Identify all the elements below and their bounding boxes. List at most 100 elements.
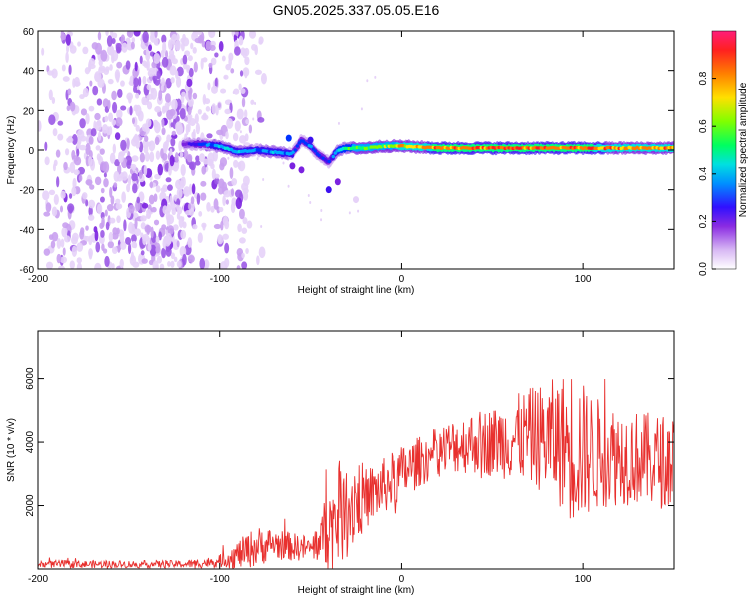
noise-speckle xyxy=(98,65,106,72)
noise-speckle xyxy=(42,190,50,201)
noise-speckle xyxy=(202,57,208,63)
noise-speckle xyxy=(374,75,377,79)
noise-speckle xyxy=(85,113,90,125)
noise-speckle xyxy=(111,246,118,254)
noise-speckle xyxy=(154,31,158,39)
snr-plot-area xyxy=(38,331,674,569)
noise-speckle xyxy=(112,143,117,154)
noise-speckle xyxy=(194,37,202,44)
noise-speckle xyxy=(106,35,113,47)
noise-speckle xyxy=(102,248,108,254)
noise-speckle xyxy=(71,186,77,197)
noise-speckle xyxy=(192,92,198,100)
noise-speckle xyxy=(222,195,226,207)
noise-speckle xyxy=(115,203,122,210)
noise-speckle xyxy=(134,61,138,72)
noise-speckle xyxy=(133,85,138,93)
noise-speckle xyxy=(161,247,166,259)
signal-blob xyxy=(325,186,332,194)
noise-speckle xyxy=(214,77,218,89)
noise-speckle xyxy=(71,133,78,145)
noise-speckle xyxy=(71,149,76,160)
noise-speckle xyxy=(208,31,216,39)
noise-speckle xyxy=(153,219,160,226)
noise-speckle xyxy=(198,211,203,217)
noise-speckle xyxy=(88,136,94,145)
noise-speckle xyxy=(218,41,224,52)
noise-speckle xyxy=(242,217,248,225)
noise-speckle xyxy=(199,153,205,163)
signal-blob xyxy=(285,134,292,142)
noise-speckle xyxy=(121,42,128,53)
noise-speckle xyxy=(62,76,70,82)
noise-speckle xyxy=(144,224,152,233)
noise-speckle xyxy=(110,195,115,206)
noise-speckle xyxy=(44,141,48,152)
noise-speckle xyxy=(187,254,195,263)
noise-speckle xyxy=(43,248,51,256)
noise-speckle xyxy=(109,152,116,164)
noise-speckle xyxy=(154,173,161,180)
noise-speckle xyxy=(131,155,139,162)
noise-speckle xyxy=(85,199,89,207)
noise-speckle xyxy=(206,133,213,139)
noise-speckle xyxy=(187,121,191,133)
noise-speckle xyxy=(148,140,156,152)
noise-speckle xyxy=(127,174,132,186)
noise-speckle xyxy=(107,241,114,249)
noise-speckle xyxy=(161,127,166,136)
noise-speckle xyxy=(88,199,96,209)
noise-speckle xyxy=(79,144,87,151)
noise-speckle xyxy=(222,215,229,227)
noise-speckle xyxy=(113,171,120,182)
noise-speckle xyxy=(152,75,158,81)
noise-speckle xyxy=(48,114,56,126)
noise-speckle xyxy=(125,237,132,245)
noise-speckle xyxy=(191,183,196,195)
noise-speckle xyxy=(82,46,89,55)
signal-core xyxy=(671,145,674,150)
noise-speckle xyxy=(231,177,238,186)
noise-speckle xyxy=(238,83,242,91)
noise-speckle xyxy=(238,35,244,46)
noise-speckle xyxy=(112,101,118,114)
noise-speckle xyxy=(176,212,181,220)
noise-speckle xyxy=(181,91,186,97)
noise-speckle xyxy=(102,98,109,108)
noise-speckle xyxy=(131,117,136,125)
noise-speckle xyxy=(239,237,246,244)
noise-speckle xyxy=(244,56,250,66)
noise-speckle xyxy=(166,203,172,214)
noise-speckle xyxy=(116,109,123,119)
noise-speckle xyxy=(176,66,184,77)
noise-speckle xyxy=(191,131,196,139)
noise-speckle xyxy=(138,76,142,87)
noise-speckle xyxy=(213,223,222,229)
noise-speckle xyxy=(176,187,183,199)
noise-speckle xyxy=(79,94,85,100)
noise-speckle xyxy=(153,37,159,45)
noise-speckle xyxy=(88,58,96,66)
noise-speckle xyxy=(44,156,50,166)
noise-speckle xyxy=(186,153,193,163)
noise-speckle xyxy=(162,153,168,161)
noise-speckle xyxy=(60,190,66,199)
noise-speckle xyxy=(87,214,95,221)
noise-speckle xyxy=(201,114,209,121)
noise-speckle xyxy=(88,105,95,112)
noise-speckle xyxy=(146,84,152,91)
noise-speckle xyxy=(200,180,207,187)
noise-speckle xyxy=(244,109,248,119)
noise-speckle xyxy=(256,157,259,161)
noise-speckle xyxy=(103,68,110,75)
noise-speckle xyxy=(94,42,103,55)
noise-speckle xyxy=(57,120,64,126)
noise-speckle xyxy=(188,162,195,170)
noise-speckle xyxy=(52,128,58,137)
noise-speckle xyxy=(171,98,178,111)
noise-speckle xyxy=(133,77,139,88)
noise-speckle xyxy=(187,237,193,248)
snr-series-line xyxy=(38,378,674,569)
noise-speckle xyxy=(113,182,118,188)
noise-speckle xyxy=(208,62,213,69)
